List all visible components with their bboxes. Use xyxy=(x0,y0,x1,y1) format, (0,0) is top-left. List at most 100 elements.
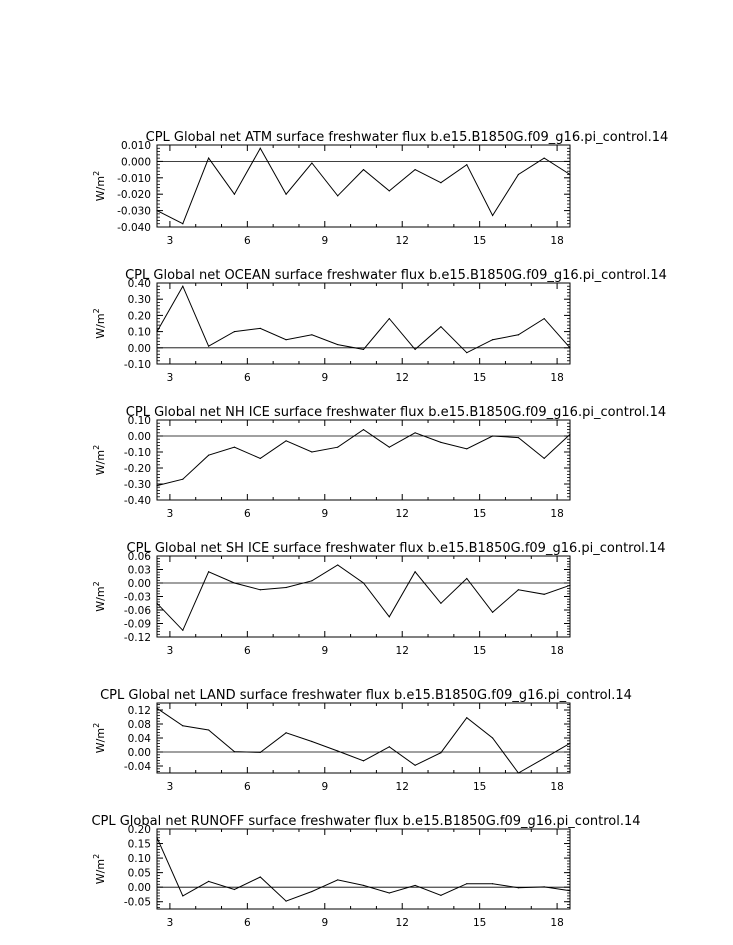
y-tick-label: 0.40 xyxy=(128,278,151,290)
x-tick-label: 18 xyxy=(550,508,563,520)
data-point xyxy=(285,339,287,341)
series-line xyxy=(156,285,571,354)
data-point xyxy=(543,886,545,888)
data-point xyxy=(233,582,236,584)
y-tick-label: -0.010 xyxy=(117,173,151,185)
data-point xyxy=(388,318,390,320)
y-axis-label: W/m2 xyxy=(92,723,107,753)
data-point xyxy=(233,193,236,195)
y-axis-label: W/m2 xyxy=(92,445,107,475)
x-tick-label: 12 xyxy=(396,235,409,247)
data-point xyxy=(466,577,468,580)
data-point xyxy=(233,446,236,448)
y-tick-label: -0.40 xyxy=(124,495,151,507)
data-point xyxy=(337,343,339,346)
chart-title: CPL Global net SH ICE surface freshwater… xyxy=(127,541,666,556)
y-tick-label: -0.20 xyxy=(124,463,151,475)
data-point xyxy=(569,347,571,349)
x-tick-label: 15 xyxy=(473,372,486,384)
data-point xyxy=(156,707,158,709)
data-point xyxy=(517,437,519,439)
y-tick-label: 0.000 xyxy=(121,156,151,168)
x-tick-label: 18 xyxy=(550,645,563,657)
data-point xyxy=(517,589,519,591)
data-point xyxy=(182,629,184,631)
data-point xyxy=(569,890,571,892)
y-tick-label: 0.00 xyxy=(128,431,151,443)
data-point xyxy=(337,750,339,752)
data-point xyxy=(337,446,339,448)
data-point xyxy=(362,169,365,171)
chart-panel-4: CPL Global net SH ICE surface freshwater… xyxy=(92,541,665,657)
data-point xyxy=(388,190,390,192)
y-tick-label: 0.10 xyxy=(128,853,151,865)
data-point xyxy=(182,725,184,727)
x-tick-label: 3 xyxy=(167,917,174,929)
data-point xyxy=(337,195,339,197)
chart-title: CPL Global net OCEAN surface freshwater … xyxy=(125,268,667,283)
data-point xyxy=(466,448,468,450)
data-point xyxy=(466,883,468,885)
x-tick-label: 3 xyxy=(167,372,174,384)
data-point xyxy=(491,435,494,437)
data-point xyxy=(388,746,390,748)
y-axis-label-unit: W/m xyxy=(94,450,107,475)
chart-panel-3: CPL Global net NH ICE surface freshwater… xyxy=(92,405,666,520)
data-point xyxy=(311,451,313,453)
x-tick-label: 12 xyxy=(396,645,409,657)
x-tick-label: 15 xyxy=(473,917,486,929)
y-tick-label: -0.020 xyxy=(117,189,151,201)
data-point xyxy=(440,894,442,896)
data-point xyxy=(466,164,468,166)
data-point xyxy=(156,602,158,604)
data-point xyxy=(233,751,236,753)
y-tick-label: -0.04 xyxy=(124,761,151,773)
data-point xyxy=(208,571,210,573)
y-axis-label-unit: W/m xyxy=(94,586,107,611)
data-point xyxy=(543,457,545,459)
data-point xyxy=(182,223,184,225)
data-point xyxy=(311,334,313,336)
data-point xyxy=(517,887,519,889)
plot-frame xyxy=(156,144,571,228)
y-axis-label: W/m2 xyxy=(92,308,107,338)
x-tick-label: 18 xyxy=(550,917,563,929)
data-point xyxy=(233,331,236,333)
plot-frame xyxy=(156,828,571,910)
y-axis-label-exponent: 2 xyxy=(92,723,101,728)
x-tick-label: 15 xyxy=(473,645,486,657)
data-point xyxy=(440,326,442,328)
y-axis-label-unit: W/m xyxy=(94,176,107,201)
data-point xyxy=(362,884,365,887)
data-point xyxy=(259,876,261,878)
data-point xyxy=(491,339,494,341)
data-point xyxy=(259,457,261,459)
x-tick-label: 18 xyxy=(550,372,563,384)
data-point xyxy=(182,895,184,897)
data-point xyxy=(440,182,442,184)
y-axis-label-exponent: 2 xyxy=(92,581,101,586)
data-point xyxy=(414,764,416,766)
series-line xyxy=(156,428,571,487)
x-tick-label: 15 xyxy=(473,781,486,793)
y-axis-label-exponent: 2 xyxy=(92,854,101,859)
y-tick-label: -0.10 xyxy=(124,359,151,371)
data-point xyxy=(466,352,468,354)
y-tick-label: 0.00 xyxy=(128,747,151,759)
chart-title: CPL Global net ATM surface freshwater fl… xyxy=(146,130,669,145)
data-point xyxy=(362,429,365,431)
y-tick-label: 0.05 xyxy=(128,868,151,880)
y-tick-label: -0.30 xyxy=(124,479,151,491)
data-point xyxy=(208,880,210,882)
data-point xyxy=(285,732,287,734)
data-point xyxy=(259,751,261,753)
data-point xyxy=(362,760,365,762)
data-point xyxy=(208,345,210,347)
data-point xyxy=(517,334,519,336)
data-point xyxy=(362,582,365,584)
data-point xyxy=(491,883,494,885)
data-point xyxy=(491,611,494,613)
x-tick-label: 18 xyxy=(550,781,563,793)
data-point xyxy=(311,162,313,164)
